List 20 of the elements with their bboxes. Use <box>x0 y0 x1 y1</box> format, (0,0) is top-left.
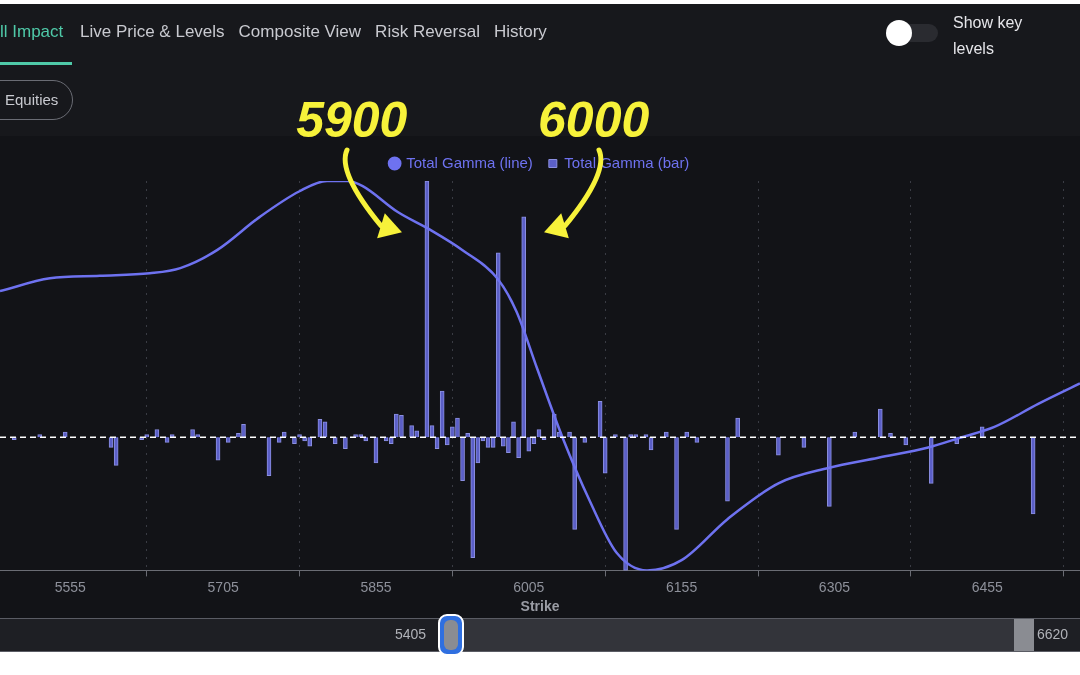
text: Live Price & Levels <box>80 22 225 42</box>
x-tick-label: 5705 <box>207 578 239 595</box>
x-tick-label: 6305 <box>818 578 851 595</box>
text: Risk Reversal <box>375 22 480 42</box>
text: Equities <box>0 80 74 120</box>
text: History <box>493 22 547 42</box>
legend-label: Total Gamma (line) <box>406 153 533 171</box>
x-tick-label: 6005 <box>513 578 545 595</box>
text: 6620 <box>1037 626 1069 642</box>
x-tick-label: 5555 <box>54 578 87 595</box>
annotation: 6000 <box>537 91 651 150</box>
x-tick-label: 5855 <box>360 578 392 595</box>
x-axis-title: Strike <box>520 598 560 615</box>
text: Composite View <box>238 22 362 42</box>
x-tick-label: 6455 <box>971 578 1004 595</box>
annotation: 5900 <box>295 91 409 150</box>
x-tick-label: 6155 <box>666 578 698 595</box>
text: ll Impact <box>0 22 64 42</box>
text: 5405 <box>395 626 427 642</box>
text: Show key levels <box>953 13 1024 59</box>
